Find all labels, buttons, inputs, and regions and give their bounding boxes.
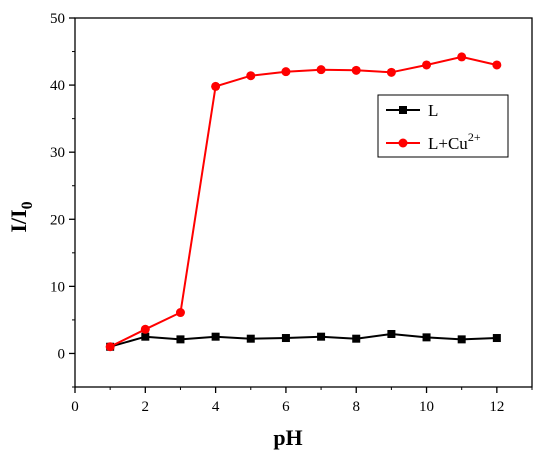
data-point-l — [246, 334, 255, 343]
data-point-l-cu — [175, 308, 185, 318]
y-tick-label: 20 — [50, 212, 65, 228]
legend-label-l: L — [428, 101, 438, 120]
legend-item-l-cu: L+Cu2+ — [386, 130, 481, 153]
data-point-l-cu — [492, 60, 502, 70]
legend-label-l-cu-main: L+Cu — [428, 134, 468, 153]
data-point-l-cu — [351, 65, 361, 75]
y-axis-title-sub: 0 — [19, 201, 36, 209]
axes: 0 2 4 6 8 10 12 0 10 20 30 40 50 — [50, 11, 533, 415]
legend-marker-l — [399, 106, 407, 114]
series-line-l — [109, 332, 497, 348]
y-axis-title-main: I/I — [6, 209, 31, 232]
data-point-l — [352, 334, 361, 343]
y-tick-label: 10 — [50, 279, 65, 295]
data-point-l-cu — [457, 52, 467, 62]
data-point-l-cu — [246, 71, 256, 81]
data-point-l — [457, 335, 466, 344]
y-tick-label: 50 — [50, 11, 65, 27]
x-tick-label: 10 — [419, 399, 434, 415]
x-tick-label: 2 — [142, 399, 150, 415]
x-tick-label: 8 — [352, 399, 360, 415]
data-point-l-cu — [140, 324, 150, 334]
legend-label-l-cu-sup: 2+ — [468, 130, 481, 144]
series-line-l-cu — [109, 55, 498, 348]
x-tick-label: 4 — [212, 399, 220, 415]
data-point-l-cu — [422, 60, 432, 70]
data-point-l — [317, 332, 326, 341]
x-axis-title: pH — [273, 425, 302, 450]
legend-label-l-cu: L+Cu2+ — [428, 130, 481, 153]
legend: L L+Cu2+ — [377, 94, 509, 158]
data-point-l-cu — [386, 67, 396, 77]
y-tick-label: 40 — [50, 78, 65, 94]
y-tick-label: 0 — [58, 346, 66, 362]
data-point-l-cu — [316, 65, 326, 75]
y-tick-label: 30 — [50, 145, 65, 161]
x-tick-label: 0 — [71, 399, 79, 415]
data-point-l — [387, 329, 396, 338]
data-point-l-cu — [105, 342, 115, 352]
x-tick-label: 12 — [489, 399, 504, 415]
data-point-l — [281, 334, 290, 343]
y-axis-title: I/I0 — [6, 201, 36, 232]
data-point-l — [492, 334, 501, 343]
data-point-l-cu — [211, 81, 221, 91]
plot-frame — [74, 17, 533, 388]
legend-marker-l-cu — [398, 138, 408, 148]
series-group — [105, 52, 502, 352]
legend-box — [377, 94, 509, 158]
data-point-l-cu — [281, 67, 291, 77]
data-point-l — [211, 332, 220, 341]
x-tick-label: 6 — [282, 399, 290, 415]
data-point-l — [176, 335, 185, 344]
plot-area — [74, 17, 533, 388]
data-point-l — [422, 333, 431, 342]
legend-item-l: L — [386, 101, 438, 120]
data-point-l — [141, 332, 150, 341]
